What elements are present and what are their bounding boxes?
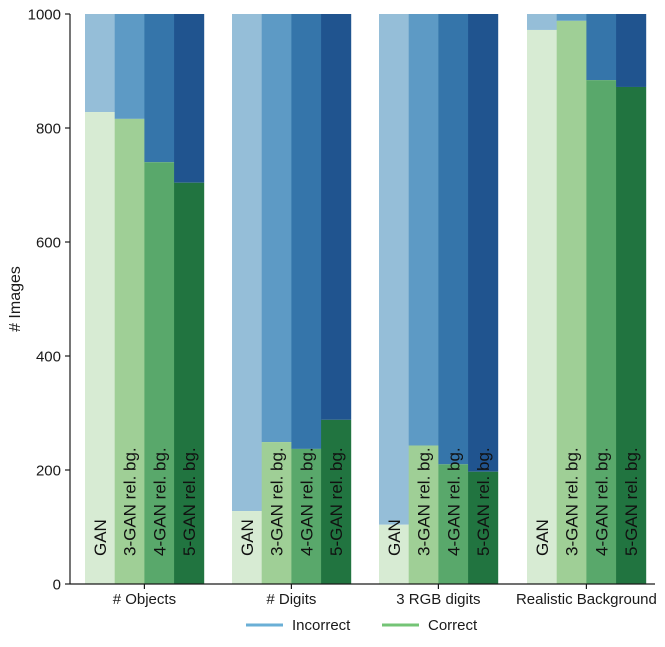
y-tick-label: 600 xyxy=(36,235,61,252)
bar-label: 3-GAN rel. bg. xyxy=(415,447,434,556)
bar-incorrect xyxy=(85,14,116,113)
legend-label: Incorrect xyxy=(292,617,351,634)
bar-correct xyxy=(232,511,263,584)
bar-incorrect xyxy=(438,14,469,465)
y-tick-label: 200 xyxy=(36,463,61,480)
bar-label: GAN xyxy=(91,519,110,556)
x-axis-group-labels: # Objects # Digits 3 RGB digits Realistic B… xyxy=(113,584,657,608)
bar-incorrect xyxy=(321,14,352,420)
bar-correct xyxy=(114,118,145,584)
bar-correct xyxy=(408,445,439,584)
bar-correct xyxy=(85,112,116,584)
bar-label: 3-GAN rel. bg. xyxy=(563,447,582,556)
bar-correct xyxy=(174,182,205,584)
bar-label: 5-GAN rel. bg. xyxy=(622,447,641,556)
x-group-label: # Digits xyxy=(266,591,316,608)
bar-correct xyxy=(586,80,617,585)
bar-incorrect xyxy=(114,14,145,119)
bar-correct xyxy=(468,471,499,584)
bar-label: 5-GAN rel. bg. xyxy=(474,447,493,556)
bar-incorrect xyxy=(261,14,292,443)
bar-label: 4-GAN rel. bg. xyxy=(150,447,169,556)
x-group-label: 3 RGB digits xyxy=(396,591,480,608)
bar-incorrect xyxy=(232,14,263,512)
y-tick-label: 400 xyxy=(36,349,61,366)
x-group-label: # Objects xyxy=(113,591,176,608)
bar-incorrect xyxy=(144,14,175,163)
bar-incorrect xyxy=(527,14,558,30)
bar-correct xyxy=(556,20,587,584)
bar-incorrect xyxy=(586,14,617,81)
bar-incorrect xyxy=(174,14,205,183)
bar-labels-layer: GAN 3-GAN rel. bg. 4-GAN rel. bg. 5-GAN rel… xyxy=(91,447,641,556)
bar-correct xyxy=(321,419,352,584)
bar-correct xyxy=(379,524,410,584)
bar-label: GAN xyxy=(533,519,552,556)
bar-incorrect xyxy=(291,14,322,449)
bar-correct xyxy=(438,464,469,584)
y-tick-label: 0 xyxy=(53,577,61,594)
y-axis-label: # Images xyxy=(7,266,24,332)
bar-label: 4-GAN rel. bg. xyxy=(592,447,611,556)
x-group-label: Realistic Background xyxy=(516,591,657,608)
bar-label: GAN xyxy=(385,519,404,556)
bar-label: 3-GAN rel. bg. xyxy=(268,447,287,556)
legend-label: Correct xyxy=(428,617,478,634)
bar-incorrect xyxy=(408,14,439,446)
bar-correct xyxy=(261,442,292,584)
bar-correct xyxy=(616,86,647,585)
bar-label: 4-GAN rel. bg. xyxy=(297,447,316,556)
legend: Incorrect Correct xyxy=(246,617,478,634)
bar-correct xyxy=(527,29,558,584)
y-tick-label: 800 xyxy=(36,121,61,138)
bar-label: GAN xyxy=(238,519,257,556)
bar-label: 5-GAN rel. bg. xyxy=(327,447,346,556)
bar-incorrect xyxy=(616,14,647,87)
y-axis-ticks: 0 200 400 600 800 1000 xyxy=(28,7,70,594)
bar-incorrect xyxy=(556,14,587,21)
bar-label: 5-GAN rel. bg. xyxy=(180,447,199,556)
bars-layer xyxy=(85,14,647,585)
bar-incorrect xyxy=(468,14,499,472)
bar-incorrect xyxy=(379,14,410,525)
bar-correct xyxy=(144,162,175,584)
bar-label: 3-GAN rel. bg. xyxy=(121,447,140,556)
y-tick-label: 1000 xyxy=(28,7,61,24)
bar-correct xyxy=(291,448,322,584)
bar-label: 4-GAN rel. bg. xyxy=(444,447,463,556)
